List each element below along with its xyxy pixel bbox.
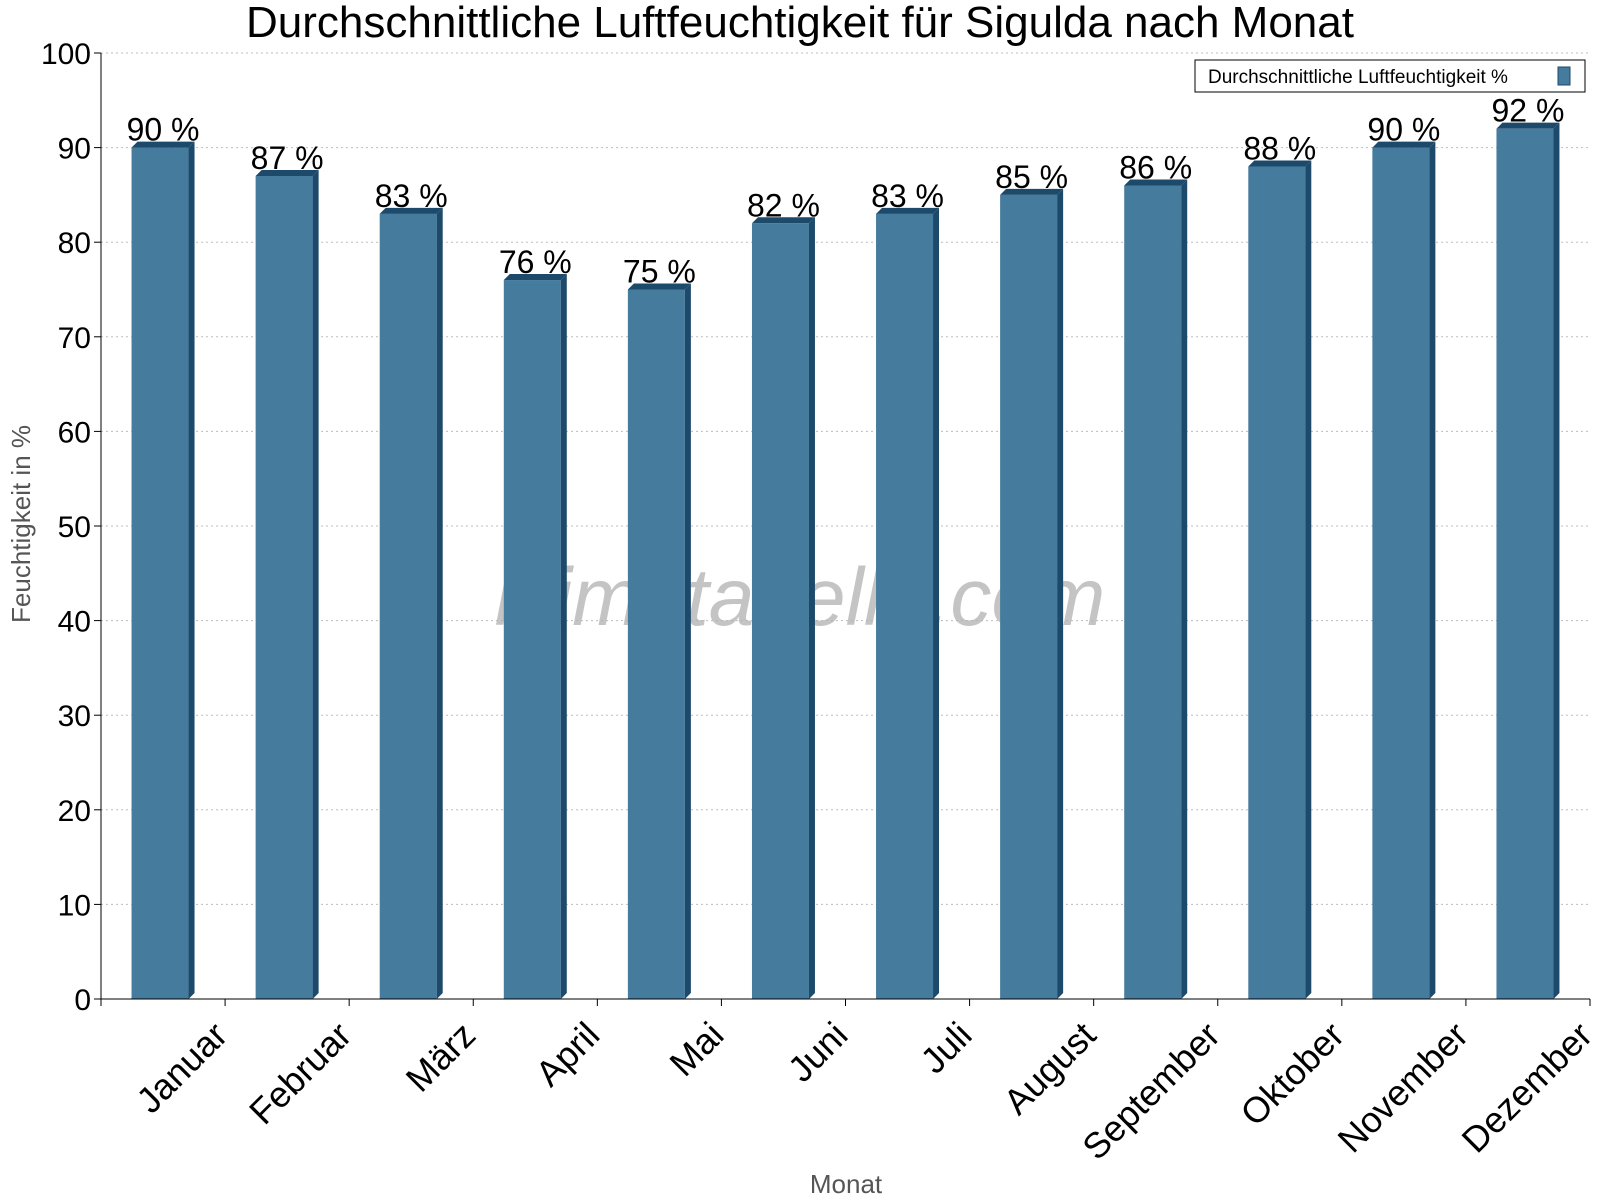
data-label: 83 % [871,178,944,214]
bar-side [933,207,940,999]
data-label: 76 % [499,244,572,280]
bar [627,283,691,999]
bar-side [1057,188,1064,999]
x-axis-label: Monat [810,1169,883,1199]
y-tick-label: 0 [74,984,91,1017]
chart-title: Durchschnittliche Luftfeuchtigkeit für S… [246,0,1354,47]
x-tick-label: Dezember [1454,1014,1600,1160]
bar-top [876,207,940,214]
y-tick-label: 90 [58,133,91,166]
bar [1248,160,1312,999]
bar-side [188,141,195,1000]
x-tick-label: Januar [128,1014,235,1121]
legend-box [1194,59,1586,93]
data-label: 92 % [1491,93,1564,129]
bar-top [503,274,567,281]
bar [131,141,195,1000]
x-tick-label: Juni [780,1014,856,1090]
bar-top [131,141,195,148]
legend-swatch [1557,66,1571,86]
y-tick-label: 50 [58,511,91,544]
y-tick-label: 30 [58,700,91,733]
bar-face [379,213,437,999]
x-tick-label: Oktober [1232,1014,1352,1134]
y-tick-label: 40 [58,606,91,639]
bar-face [627,289,685,999]
bar-side [436,207,443,999]
x-tick-label: Mai [661,1014,731,1084]
x-tick-label: Juli [912,1014,979,1081]
x-tick-label: Februar [241,1014,359,1132]
bar [1124,179,1188,999]
bar-face [503,280,561,999]
y-tick-label: 80 [58,227,91,260]
bar-face [1248,166,1306,999]
bar [1372,141,1436,1000]
data-label: 90 % [1367,112,1440,148]
bar-top [1248,160,1312,167]
bar-face [1124,185,1182,999]
bar-face [255,175,313,1000]
x-axis-ticks: Januar Februar März April Mai Juni Juli AugustS… [100,999,1600,1168]
bar-face [876,213,934,999]
bar [1496,122,1560,1000]
bar-top [1372,141,1436,148]
bar-top [379,207,443,214]
bar [255,169,319,1000]
bar-face [131,147,189,1000]
bar [1000,188,1064,999]
bar-side [312,169,319,1000]
x-tick-label: August [995,1014,1103,1122]
bar-top [255,169,319,176]
data-labels: 90 % 87 % 83 % 76 % 75 % 82 % 83 % 85 % 86 % 88 %… [127,93,1565,290]
x-tick-label: März [398,1014,484,1100]
bar-top [1496,122,1560,129]
bar-face [751,223,809,999]
data-label: 82 % [747,187,820,223]
bar-top [751,217,815,224]
gridlines [101,52,1590,905]
y-tick-label: 100 [41,38,91,71]
bar-face [1496,128,1554,999]
bar [876,207,940,999]
bar-side [560,274,567,999]
y-tick-label: 70 [58,322,91,355]
data-label: 88 % [1243,131,1316,167]
legend-label: Durchschnittliche Luftfeuchtigkeit % [1208,67,1508,88]
data-label: 87 % [251,140,324,176]
bar-side [1181,179,1188,999]
bar-side [1553,122,1560,1000]
data-label: 85 % [995,159,1068,195]
bar [379,207,443,999]
bar [503,274,567,999]
bar-side [684,283,691,999]
bar-top [1124,179,1188,186]
bar-side [1429,141,1436,1000]
data-label: 83 % [375,178,448,214]
legend: Durchschnittliche Luftfeuchtigkeit % [1194,59,1586,93]
data-label: 75 % [623,254,696,290]
bars-group [131,122,1560,1000]
y-axis-ticks: 0 10 20 30 40 50 60 70 80 90 100 [41,38,101,1017]
x-tick-label: November [1330,1014,1476,1160]
bar-face [1000,194,1058,999]
y-tick-label: 60 [58,416,91,449]
bar-face [1372,147,1430,1000]
data-label: 86 % [1119,149,1192,185]
bar-side [1305,160,1312,999]
data-label: 90 % [127,112,200,148]
y-tick-label: 10 [58,889,91,922]
y-axis-label: Feuchtigkeit in % [6,425,36,623]
bar-side [808,217,815,999]
y-tick-label: 20 [58,795,91,828]
bar-top [1000,188,1064,195]
bar-top [627,283,691,290]
bar [751,217,815,999]
x-tick-label: April [527,1014,607,1094]
